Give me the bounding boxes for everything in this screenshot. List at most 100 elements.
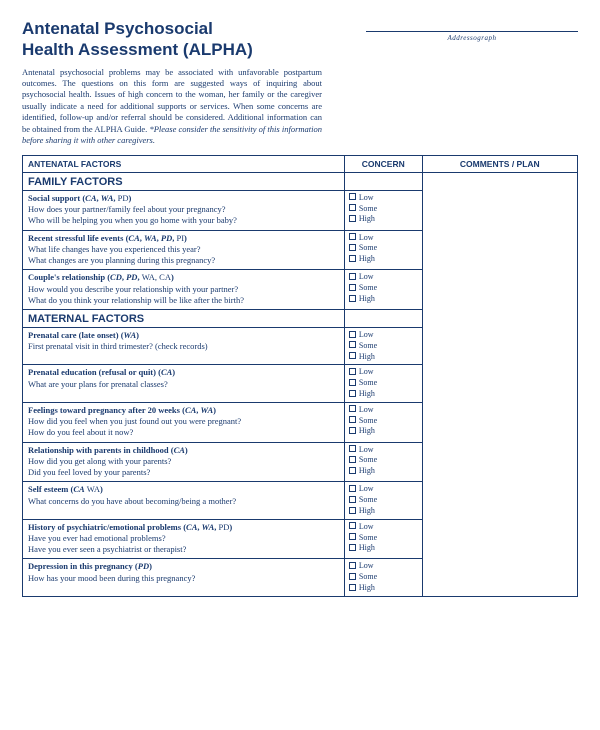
factor-title: Prenatal care (late onset) (WA) <box>28 330 139 340</box>
concern-option[interactable]: Low <box>349 405 418 416</box>
factor-question: Who will be helping you when you go home… <box>28 215 237 225</box>
concern-option[interactable]: High <box>349 389 418 400</box>
checkbox-icon[interactable] <box>349 273 356 280</box>
factor-question: What life changes have you experienced t… <box>28 244 201 254</box>
addressograph-area: Addressograph <box>348 18 578 147</box>
concern-option[interactable]: Some <box>349 455 418 466</box>
checkbox-icon[interactable] <box>349 204 356 211</box>
checkbox-icon[interactable] <box>349 405 356 412</box>
concern-option[interactable]: Some <box>349 495 418 506</box>
checkbox-icon[interactable] <box>349 467 356 474</box>
concern-option[interactable]: Low <box>349 330 418 341</box>
factor-tags: (CA, WA, PD, PI) <box>126 233 187 243</box>
concern-option[interactable]: Low <box>349 193 418 204</box>
checkbox-icon[interactable] <box>349 416 356 423</box>
checkbox-icon[interactable] <box>349 485 356 492</box>
page-title: Antenatal Psychosocial Health Assessment… <box>22 18 348 61</box>
intro-text: Antenatal psychosocial problems may be a… <box>22 67 322 147</box>
concern-label: High <box>359 506 375 515</box>
checkbox-icon[interactable] <box>349 295 356 302</box>
concern-label: High <box>359 294 375 303</box>
concern-option[interactable]: Some <box>349 204 418 215</box>
concern-cell: Low Some High <box>344 328 422 365</box>
checkbox-icon[interactable] <box>349 496 356 503</box>
concern-option[interactable]: Low <box>349 272 418 283</box>
concern-option[interactable]: Low <box>349 367 418 378</box>
checkbox-icon[interactable] <box>349 368 356 375</box>
checkbox-icon[interactable] <box>349 445 356 452</box>
concern-label: Some <box>359 243 377 252</box>
concern-option[interactable]: Low <box>349 561 418 572</box>
concern-option[interactable]: High <box>349 466 418 477</box>
checkbox-icon[interactable] <box>349 573 356 580</box>
concern-option[interactable]: Low <box>349 484 418 495</box>
concern-label: Low <box>359 484 374 493</box>
concern-label: High <box>359 254 375 263</box>
checkbox-icon[interactable] <box>349 456 356 463</box>
checkbox-icon[interactable] <box>349 284 356 291</box>
concern-label: Some <box>359 378 377 387</box>
factor-question: Have you ever had emotional problems? <box>28 533 166 543</box>
concern-option[interactable]: Low <box>349 233 418 244</box>
factor-tags: (CA, WA) <box>182 405 216 415</box>
concern-cell: Low Some High <box>344 482 422 519</box>
concern-label: Low <box>359 330 374 339</box>
concern-option[interactable]: High <box>349 506 418 517</box>
checkbox-icon[interactable] <box>349 233 356 240</box>
concern-option[interactable]: High <box>349 254 418 265</box>
concern-label: High <box>359 389 375 398</box>
concern-option[interactable]: Some <box>349 533 418 544</box>
concern-label: Some <box>359 495 377 504</box>
concern-option[interactable]: Some <box>349 283 418 294</box>
factor-question: Did you feel loved by your parents? <box>28 467 150 477</box>
checkbox-icon[interactable] <box>349 379 356 386</box>
concern-option[interactable]: High <box>349 352 418 363</box>
checkbox-icon[interactable] <box>349 544 356 551</box>
concern-option[interactable]: Some <box>349 416 418 427</box>
factor-title: Social support (CA, WA, PD) <box>28 193 131 203</box>
concern-label: Some <box>359 572 377 581</box>
addressograph-line <box>366 18 578 32</box>
factor-cell: Feelings toward pregnancy after 20 weeks… <box>23 402 345 442</box>
checkbox-icon[interactable] <box>349 584 356 591</box>
concern-option[interactable]: High <box>349 583 418 594</box>
concern-label: High <box>359 466 375 475</box>
checkbox-icon[interactable] <box>349 331 356 338</box>
checkbox-icon[interactable] <box>349 352 356 359</box>
factor-question: What are your plans for prenatal classes… <box>28 379 168 389</box>
concern-label: Some <box>359 341 377 350</box>
comments-cell[interactable] <box>422 172 577 596</box>
concern-option[interactable]: Low <box>349 445 418 456</box>
checkbox-icon[interactable] <box>349 215 356 222</box>
checkbox-icon[interactable] <box>349 341 356 348</box>
checkbox-icon[interactable] <box>349 390 356 397</box>
factor-question: How did you feel when you just found out… <box>28 416 241 426</box>
concern-option[interactable]: High <box>349 426 418 437</box>
factor-cell: Social support (CA, WA, PD)How does your… <box>23 190 345 230</box>
factor-title: Couple's relationship (CD, PD, WA, CA) <box>28 272 174 282</box>
concern-label: Some <box>359 283 377 292</box>
section-header: FAMILY FACTORS <box>23 172 345 190</box>
checkbox-icon[interactable] <box>349 522 356 529</box>
concern-option[interactable]: Some <box>349 341 418 352</box>
factor-tags: (CD, PD, WA, CA) <box>107 272 174 282</box>
concern-label: High <box>359 543 375 552</box>
concern-option[interactable]: Some <box>349 572 418 583</box>
concern-option[interactable]: High <box>349 543 418 554</box>
concern-option[interactable]: Low <box>349 522 418 533</box>
checkbox-icon[interactable] <box>349 244 356 251</box>
checkbox-icon[interactable] <box>349 562 356 569</box>
concern-option[interactable]: Some <box>349 378 418 389</box>
factor-question: How does your partner/family feel about … <box>28 204 226 214</box>
checkbox-icon[interactable] <box>349 507 356 514</box>
concern-label: High <box>359 426 375 435</box>
factor-question: What changes are you planning during thi… <box>28 255 215 265</box>
checkbox-icon[interactable] <box>349 533 356 540</box>
checkbox-icon[interactable] <box>349 255 356 262</box>
concern-option[interactable]: Some <box>349 243 418 254</box>
addressograph-label: Addressograph <box>366 34 578 42</box>
checkbox-icon[interactable] <box>349 427 356 434</box>
checkbox-icon[interactable] <box>349 193 356 200</box>
concern-option[interactable]: High <box>349 294 418 305</box>
concern-option[interactable]: High <box>349 214 418 225</box>
